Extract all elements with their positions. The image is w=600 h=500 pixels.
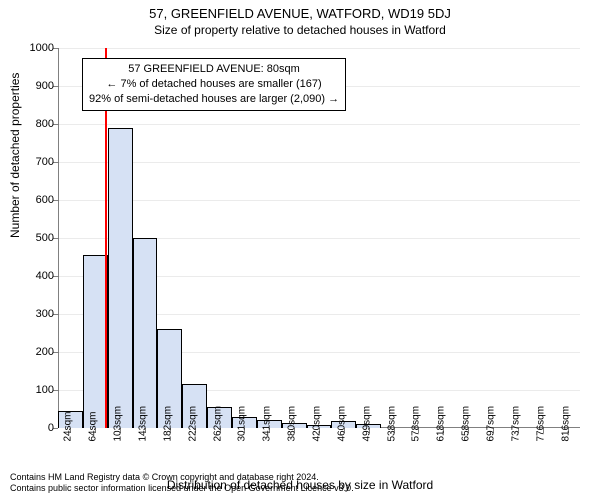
credits-block: Contains HM Land Registry data © Crown c… <box>10 472 354 495</box>
info-line-1: 57 GREENFIELD AVENUE: 80sqm <box>89 62 339 77</box>
bar <box>108 128 133 428</box>
ytick-label: 700 <box>4 156 54 168</box>
ytick-label: 1000 <box>4 42 54 54</box>
gridline <box>58 48 580 49</box>
chart-container: 57, GREENFIELD AVENUE, WATFORD, WD19 5DJ… <box>0 0 600 500</box>
ytick-label: 400 <box>4 270 54 282</box>
bar <box>83 255 108 428</box>
bar <box>133 238 158 428</box>
ytick-label: 100 <box>4 384 54 396</box>
ytick-label: 800 <box>4 118 54 130</box>
plot-surface: 57 GREENFIELD AVENUE: 80sqm← 7% of detac… <box>58 48 580 428</box>
ytick-label: 900 <box>4 80 54 92</box>
gridline <box>58 162 580 163</box>
gridline <box>58 200 580 201</box>
ytick-label: 600 <box>4 194 54 206</box>
credits-line-2: Contains public sector information licen… <box>10 483 354 494</box>
info-line-3: 92% of semi-detached houses are larger (… <box>89 92 339 107</box>
plot-area: 57 GREENFIELD AVENUE: 80sqm← 7% of detac… <box>58 48 580 428</box>
page-subtitle: Size of property relative to detached ho… <box>0 23 600 37</box>
ytick-label: 200 <box>4 346 54 358</box>
gridline <box>58 124 580 125</box>
page-title: 57, GREENFIELD AVENUE, WATFORD, WD19 5DJ <box>0 0 600 21</box>
credits-line-1: Contains HM Land Registry data © Crown c… <box>10 472 354 483</box>
ytick-label: 500 <box>4 232 54 244</box>
ytick-label: 300 <box>4 308 54 320</box>
info-line-2: ← 7% of detached houses are smaller (167… <box>89 77 339 92</box>
info-box: 57 GREENFIELD AVENUE: 80sqm← 7% of detac… <box>82 58 346 111</box>
ytick-label: 0 <box>4 422 54 434</box>
